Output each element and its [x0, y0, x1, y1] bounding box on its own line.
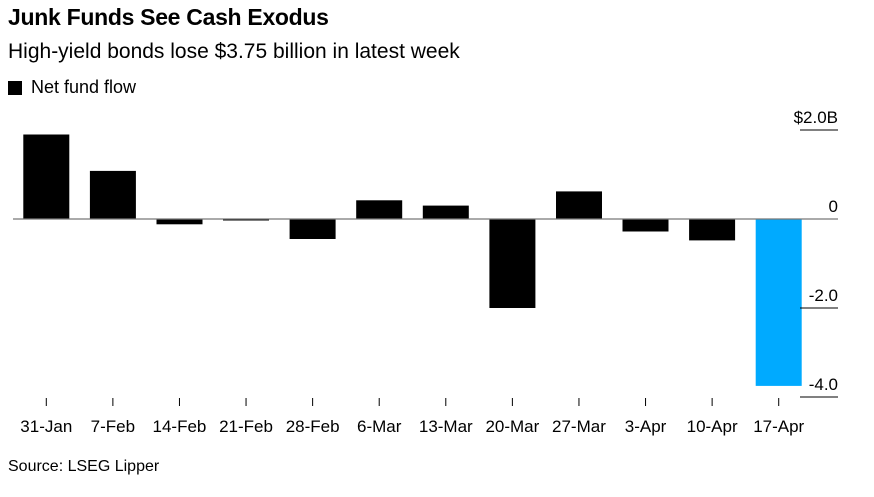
x-tick-label: 10-Apr — [687, 417, 738, 436]
bar-14-feb — [156, 219, 203, 225]
legend-swatch — [8, 80, 22, 95]
y-tick-label: 0 — [829, 197, 838, 216]
y-tick-label: -4.0 — [809, 375, 838, 394]
y-tick-label: $2.0B — [794, 108, 838, 127]
x-tick-label: 3-Apr — [625, 417, 667, 436]
x-tick-label: 28-Feb — [286, 417, 340, 436]
x-tick-label: 6-Mar — [357, 417, 402, 436]
x-tick-label: 13-Mar — [419, 417, 473, 436]
bar-20-mar — [489, 219, 536, 308]
chart-subtitle: High-yield bonds lose $3.75 billion in l… — [8, 40, 460, 63]
bar-21-feb — [223, 219, 269, 221]
bar-3-apr — [622, 219, 669, 232]
x-tick-label: 21-Feb — [219, 417, 273, 436]
chart-title: Junk Funds See Cash Exodus — [8, 4, 329, 30]
x-tick-label: 27-Mar — [552, 417, 606, 436]
source-note: Source: LSEG Lipper — [8, 458, 160, 475]
legend-label: Net fund flow — [31, 77, 137, 97]
y-tick-label: -2.0 — [809, 286, 838, 305]
bar-6-mar — [356, 200, 403, 219]
bar-10-apr — [689, 219, 736, 241]
legend: Net fund flow — [8, 77, 136, 98]
x-tick-label: 31-Jan — [20, 417, 72, 436]
bar-17-apr — [755, 219, 802, 386]
x-tick-label: 7-Feb — [91, 417, 135, 436]
bar-31-jan — [23, 134, 70, 219]
bar-27-mar — [556, 191, 602, 219]
x-tick-label: 17-Apr — [753, 417, 804, 436]
bar-7-feb — [89, 170, 136, 219]
x-tick-label: 14-Feb — [153, 417, 207, 436]
x-tick-label: 20-Mar — [485, 417, 539, 436]
bar-13-mar — [422, 205, 469, 219]
bar-28-feb — [289, 219, 336, 239]
